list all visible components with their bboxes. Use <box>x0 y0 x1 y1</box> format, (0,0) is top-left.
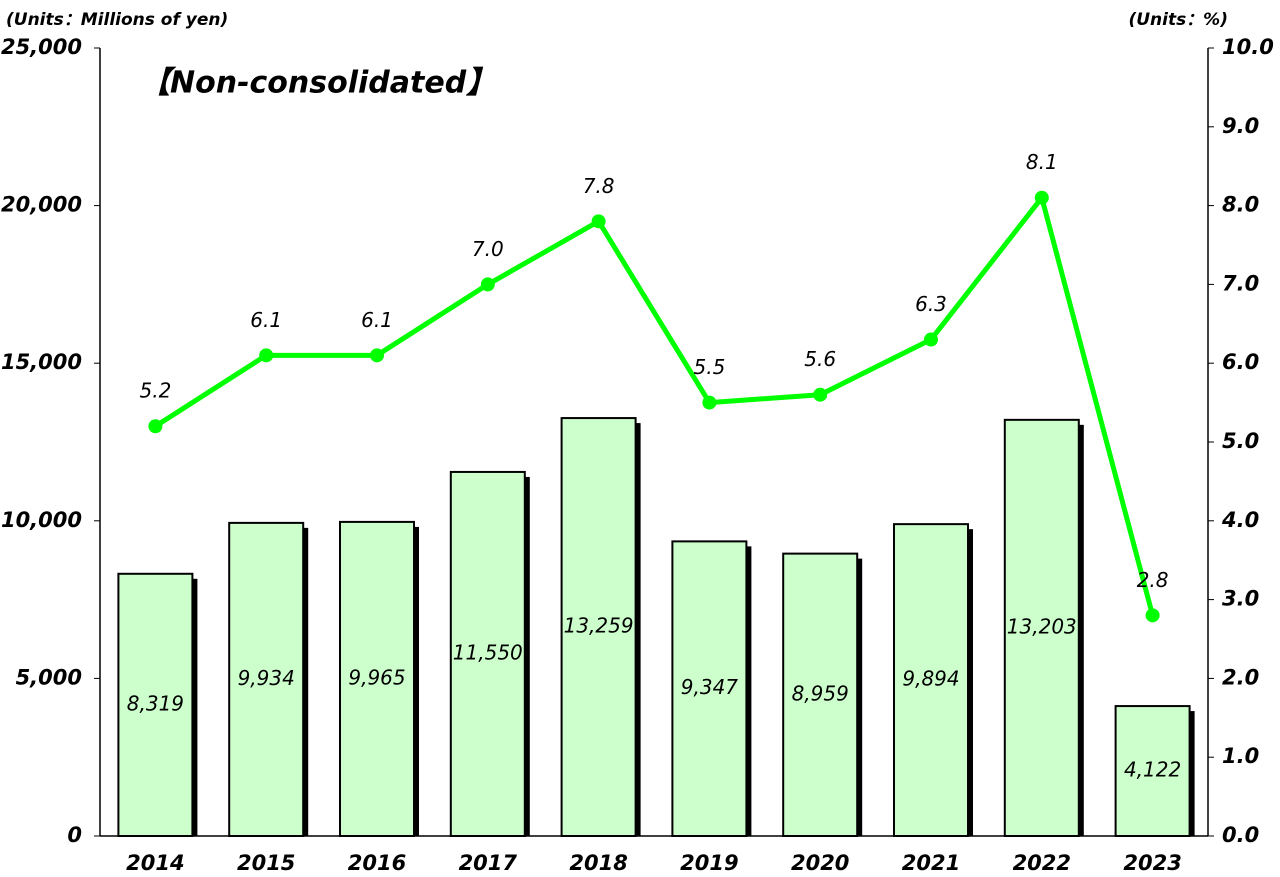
line-value-label: 8.1 <box>1026 150 1058 174</box>
y2-tick-label: 9.0 <box>1222 114 1259 138</box>
bar-value-label: 8,959 <box>792 681 849 705</box>
y-tick-label: 15,000 <box>1 350 82 374</box>
y2-tick-label: 8.0 <box>1222 193 1259 217</box>
bar-value-label: 4,122 <box>1124 758 1181 782</box>
line-value-label: 6.1 <box>361 308 393 332</box>
y2-tick-label: 1.0 <box>1222 744 1259 768</box>
line-marker <box>148 419 163 434</box>
line-value-label: 6.1 <box>250 308 282 332</box>
bar <box>671 540 748 837</box>
line-value-label: 7.8 <box>583 174 615 198</box>
bar-value-label: 13,259 <box>564 614 634 638</box>
bar <box>228 521 305 837</box>
x-tick-label: 2022 <box>1013 851 1071 875</box>
y2-tick-label: 10.0 <box>1222 35 1274 59</box>
bar-value-label: 13,203 <box>1007 614 1077 638</box>
line-value-label: 5.5 <box>693 355 725 379</box>
line <box>154 195 1156 617</box>
line-marker <box>924 332 938 347</box>
y2-tick-label: 6.0 <box>1222 350 1259 374</box>
y2-tick-label: 5.0 <box>1222 429 1259 453</box>
bar <box>893 523 969 837</box>
line-marker <box>370 348 384 363</box>
line-marker <box>1034 190 1049 205</box>
bar <box>1114 705 1191 838</box>
y2-tick-label: 7.0 <box>1222 271 1259 295</box>
line-marker <box>591 214 606 229</box>
bar <box>560 417 637 837</box>
line-value-label: 2.8 <box>1137 568 1169 592</box>
bar <box>449 470 526 837</box>
line-value-label: 5.6 <box>804 347 836 371</box>
y-unit: (Units：Millions of yen) <box>6 10 228 30</box>
line-value-label: 6.3 <box>915 292 947 316</box>
y-tick-label: 20,000 <box>1 193 82 217</box>
x-tick-label: 2018 <box>569 851 627 875</box>
x-tick-label: 2016 <box>348 851 406 875</box>
x-tick-label: 2017 <box>459 851 518 875</box>
x-tick-label: 2020 <box>791 851 849 875</box>
y2-unit: (Units：%) <box>1128 10 1228 30</box>
bar-value-label: 9,894 <box>902 667 959 691</box>
y2-tick-label: 3.0 <box>1222 587 1259 611</box>
bar <box>782 552 859 837</box>
chart-title: 【Non-consolidated】 <box>140 66 496 101</box>
y-tick-label: 25,000 <box>1 35 82 59</box>
bar-value-label: 9,934 <box>238 666 295 690</box>
line-value-label: 7.0 <box>472 237 504 261</box>
x-tick-label: 2021 <box>902 851 960 875</box>
y2-tick-label: 4.0 <box>1221 508 1259 532</box>
y2-tick-label: 0.0 <box>1222 823 1259 847</box>
x-tick-label: 2023 <box>1123 851 1181 875</box>
y-tick-label: 5,000 <box>16 665 82 689</box>
bar <box>117 572 194 837</box>
line-marker <box>480 277 495 292</box>
line-value-label: 5.2 <box>139 379 171 403</box>
line-marker <box>813 387 828 402</box>
bar-value-label: 9,965 <box>348 665 405 689</box>
bar <box>339 520 415 837</box>
line-marker <box>259 348 274 363</box>
bar-value-label: 8,319 <box>127 691 184 715</box>
bar-value-label: 9,347 <box>681 675 739 699</box>
line-marker <box>702 395 717 410</box>
y-tick-label: 10,000 <box>1 508 82 532</box>
x-tick-label: 2014 <box>126 851 184 875</box>
y2-tick-label: 2.0 <box>1222 665 1259 689</box>
line-marker <box>1145 608 1160 623</box>
bar <box>1003 418 1080 837</box>
y-tick-label: 0 <box>67 823 82 847</box>
x-tick-label: 2019 <box>680 851 738 875</box>
bar-value-label: 11,550 <box>453 640 523 664</box>
x-tick-label: 2015 <box>237 851 295 875</box>
